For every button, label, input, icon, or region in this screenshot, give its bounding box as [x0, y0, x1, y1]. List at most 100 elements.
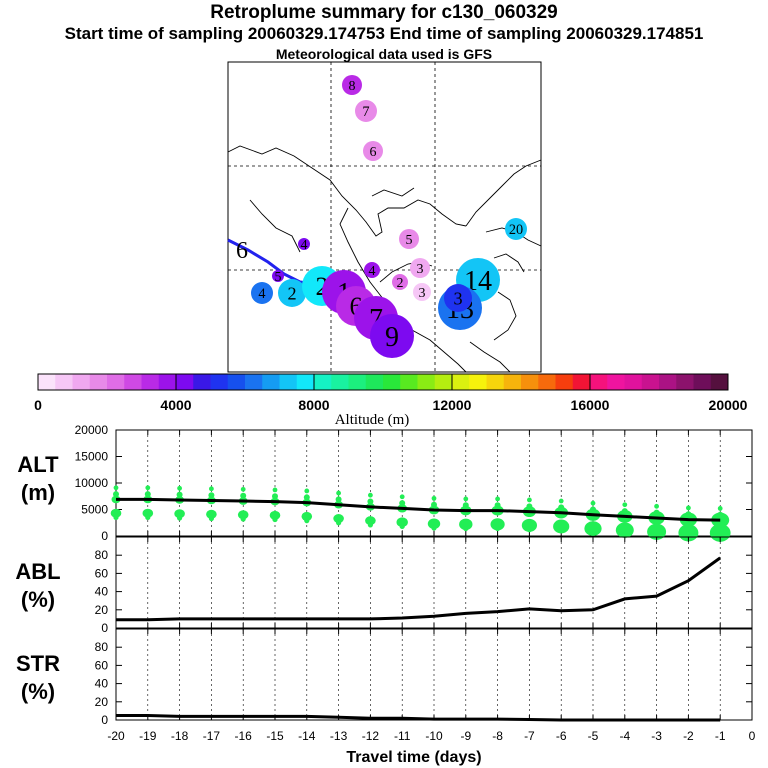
plume-percentile-dot	[521, 518, 538, 532]
colorbar-swatch	[503, 374, 522, 390]
str-series-line	[116, 714, 721, 722]
plume-percentile-dot	[113, 491, 119, 498]
y-tick-label: 0	[101, 713, 108, 727]
colorbar-swatch	[227, 374, 246, 390]
colorbar-tick-label: 20000	[709, 397, 748, 413]
plume-percentile-dot	[622, 531, 628, 538]
plume-percentile-dot	[527, 497, 532, 503]
colorbar-swatch	[331, 374, 349, 390]
plume-circle	[413, 283, 431, 301]
x-tick-label: -12	[362, 729, 380, 743]
x-tick-label: -8	[492, 729, 503, 743]
plume-percentile-dot	[431, 495, 437, 501]
plume-percentile-dot	[113, 485, 119, 491]
colorbar-swatch	[365, 374, 384, 390]
plume-percentile-dot	[431, 525, 437, 531]
plume-circle	[364, 262, 380, 278]
x-tick-label: -10	[425, 729, 443, 743]
plume-percentile-dot	[301, 511, 313, 521]
plume-percentile-dot	[463, 496, 469, 502]
plume-percentile-dot	[615, 522, 634, 538]
plume-percentile-dot	[490, 518, 505, 531]
y-tick-label: 20	[95, 603, 109, 617]
plume-percentile-dot	[177, 515, 183, 521]
day-marker-label: 4	[369, 264, 376, 279]
x-axis-label: Travel time (days)	[346, 749, 481, 766]
colorbar-tick-label: 8000	[298, 397, 329, 413]
colorbar-swatch	[296, 374, 315, 390]
plume-percentile-dot	[269, 510, 281, 520]
colorbar-swatch	[469, 374, 487, 390]
altitude-colorbar	[37, 373, 729, 391]
met-data-line: Meteorological data used is GFS	[275, 46, 493, 62]
day-marker-label: 4	[258, 286, 265, 302]
colorbar-swatch	[210, 374, 229, 390]
colorbar-swatch	[107, 374, 125, 390]
day-marker-label: 5	[275, 270, 282, 285]
x-tick-label: -16	[235, 729, 253, 743]
colorbar-swatch	[314, 374, 332, 390]
day-marker-label: 2	[397, 276, 404, 291]
colorbar-swatch	[72, 374, 91, 390]
plume-percentile-dot	[335, 496, 342, 503]
x-tick-label: -2	[683, 729, 694, 743]
plume-percentile-dot	[459, 518, 473, 531]
plume-percentile-dot	[110, 508, 122, 518]
colorbar-swatch	[383, 374, 401, 390]
y-tick-label: 80	[95, 548, 109, 562]
panel-alt: 20000 15000 10000 5000 0 ALT (m)	[17, 423, 753, 543]
colorbar-tick-label: 0	[34, 397, 42, 413]
x-tick-label: -19	[139, 729, 157, 743]
plume-percentile-dot	[208, 515, 214, 522]
colorbar-swatch	[555, 374, 574, 390]
plume-percentile-dot	[558, 528, 564, 534]
plume-percentile-dot	[399, 494, 405, 500]
plume-percentile-dot	[654, 531, 660, 538]
plume-circles-layer: 8765323442042216791413356	[236, 75, 527, 358]
y-tick-label: 5000	[81, 503, 108, 517]
plume-circle	[251, 282, 273, 304]
plume-percentile-dot	[240, 492, 247, 499]
x-tick-label: -15	[266, 729, 284, 743]
day-marker-label: 4	[301, 238, 308, 253]
colorbar-tick-label: 12000	[433, 397, 472, 413]
plume-percentile-dot	[717, 531, 723, 538]
colorbar-tick-labels: 0 4000 8000 12000 16000 20000	[34, 397, 748, 413]
x-tick-label: -5	[588, 729, 599, 743]
plume-circle	[363, 141, 383, 161]
colorbar-swatch	[693, 374, 712, 390]
x-tick-label: -17	[203, 729, 221, 743]
colorbar-swatch	[89, 374, 108, 390]
plume-percentile-dot	[240, 516, 246, 522]
plume-percentile-dot	[336, 520, 342, 526]
x-tick-label: -7	[524, 729, 535, 743]
plume-percentile-dot	[176, 491, 183, 498]
colorbar-swatch	[400, 374, 418, 390]
colorbar-swatch	[641, 374, 660, 390]
x-tick-label: -13	[330, 729, 348, 743]
colorbar-swatch	[348, 374, 367, 390]
colorbar-swatch	[141, 374, 160, 390]
x-tick-label: -11	[394, 729, 411, 743]
x-tick-label: -6	[556, 729, 567, 743]
alt-median-line	[116, 497, 721, 522]
plume-percentile-dot	[647, 523, 667, 540]
plume-percentile-dot	[272, 516, 278, 523]
plume-percentile-dot	[336, 490, 341, 496]
x-tick-label: -4	[619, 729, 630, 743]
plume-percentile-dot	[558, 504, 565, 511]
chart-subtitle: Start time of sampling 20060329.174753 E…	[64, 24, 704, 43]
plume-circle	[392, 274, 408, 290]
colorbar-swatch	[124, 374, 142, 390]
colorbar-swatch	[262, 374, 280, 390]
plume-percentile-dot	[333, 514, 344, 524]
plume-percentile-dot	[462, 502, 469, 509]
plume-percentile-dot	[304, 518, 310, 524]
day-marker-label: 6	[370, 145, 377, 160]
panel-label: ABL	[15, 559, 60, 584]
plume-percentile-dot	[367, 498, 374, 505]
map-panel: 8765323442042216791413356	[227, 61, 542, 373]
colorbar-swatch	[55, 374, 73, 390]
plume-circle	[410, 258, 430, 278]
